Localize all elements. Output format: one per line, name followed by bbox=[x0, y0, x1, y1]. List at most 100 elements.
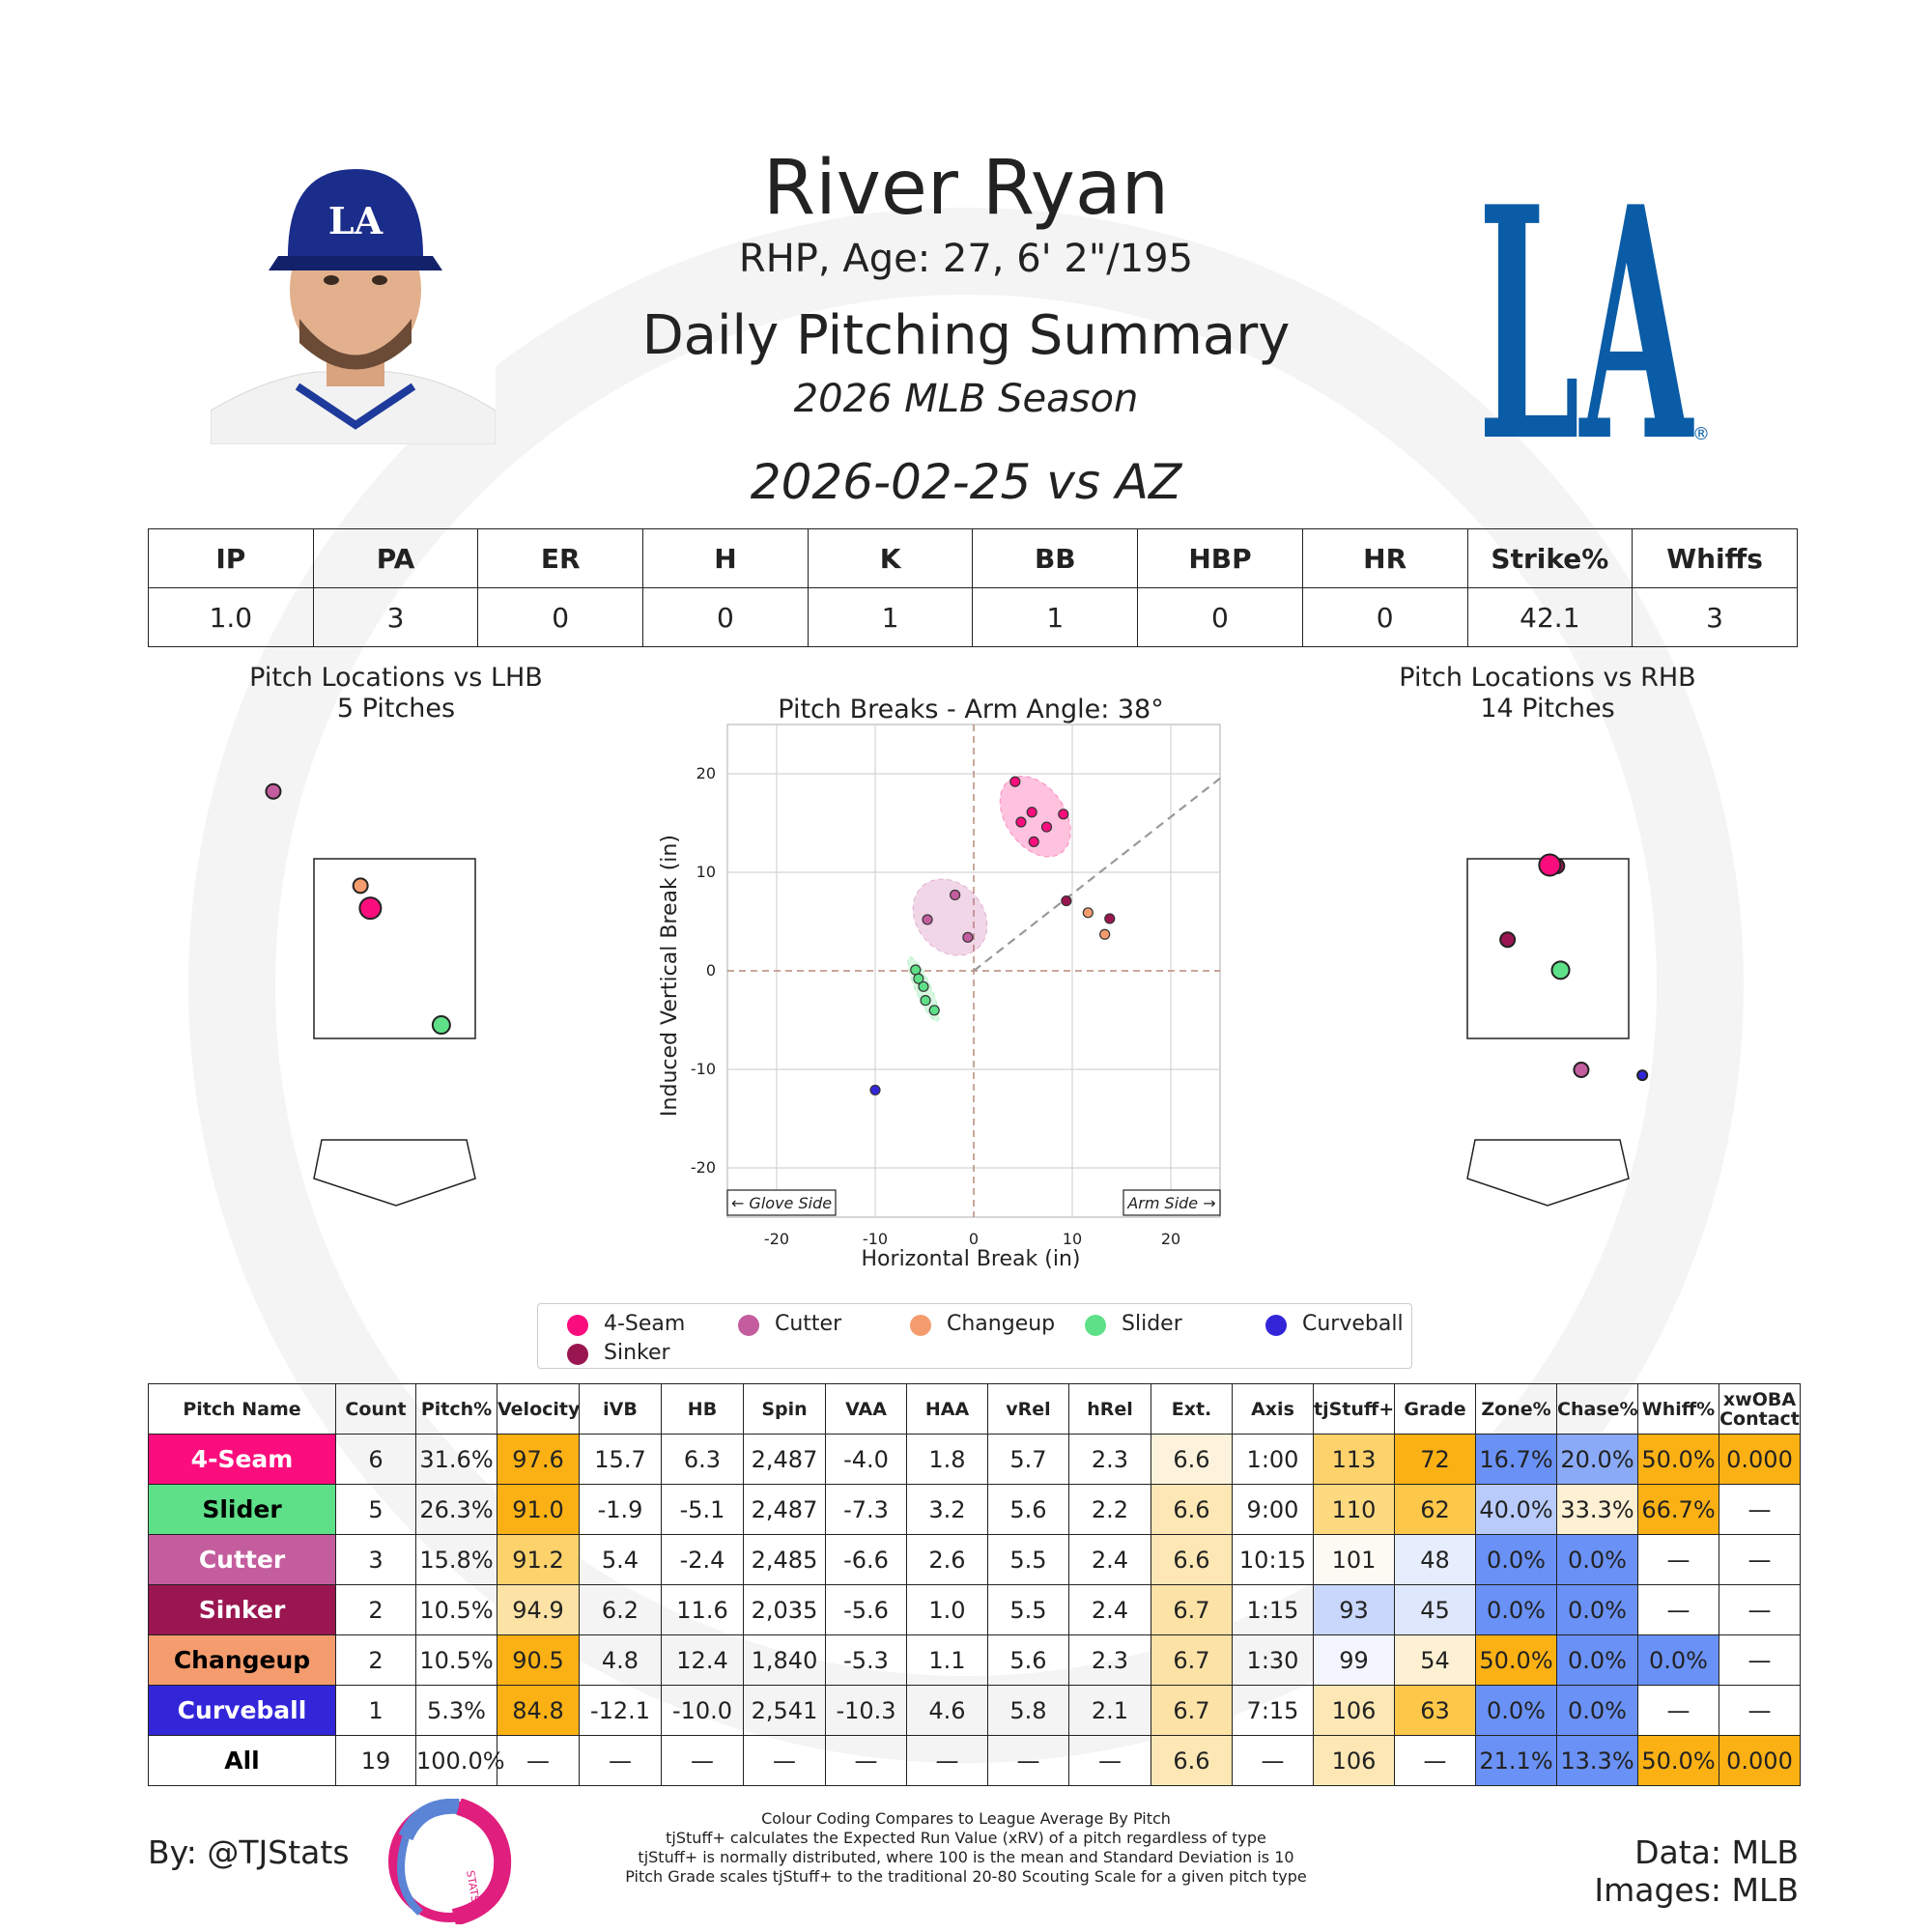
rhb-panel-title: Pitch Locations vs RHB bbox=[1399, 663, 1695, 693]
pitch-table-cell: 6.6 bbox=[1151, 1534, 1233, 1585]
rhb-location-panel: Pitch Locations vs RHB 14 Pitches bbox=[1399, 663, 1696, 1207]
break-point-slider bbox=[913, 973, 924, 984]
line-stat-header: Strike% bbox=[1466, 528, 1634, 588]
pitch-table-cell: 6.7 bbox=[1151, 1685, 1233, 1736]
pitch-table-cell: 10:15 bbox=[1232, 1534, 1314, 1585]
pitch-table-cell: 6.6 bbox=[1151, 1735, 1233, 1786]
legend-label: Sinker bbox=[604, 1341, 670, 1365]
pitch-table-header: Ext. bbox=[1151, 1383, 1233, 1435]
pitch-table-cell: 106 bbox=[1313, 1685, 1395, 1736]
pitch-table-cell: 2,487 bbox=[743, 1434, 826, 1485]
location-dot-4-seam bbox=[1538, 853, 1562, 877]
pitch-table-header: VAA bbox=[825, 1383, 907, 1435]
images-source: Images: MLB bbox=[1594, 1871, 1799, 1909]
y-tick-label: 20 bbox=[696, 764, 716, 782]
y-tick-label: 0 bbox=[706, 961, 716, 980]
pitch-table-cell: 101 bbox=[1313, 1534, 1395, 1585]
svg-text:STATS: STATS bbox=[464, 1869, 482, 1903]
footer-note: Pitch Grade scales tjStuff+ to the tradi… bbox=[625, 1867, 1307, 1886]
arm-angle-line bbox=[973, 777, 1221, 972]
pitch-name-cell: 4-Seam bbox=[148, 1434, 336, 1485]
location-dot-cutter bbox=[1573, 1062, 1590, 1079]
pitch-table-cell: 15.7 bbox=[579, 1434, 662, 1485]
pitch-table-cell: 3 bbox=[335, 1534, 416, 1585]
pitch-table-cell: 5.8 bbox=[987, 1685, 1069, 1736]
table-row: Slider 5 26.3% 91.0 -1.9 -5.1 2,487 -7.3 3.2 5.6 2… bbox=[148, 1484, 1801, 1535]
pitch-table-cell: 0.0% bbox=[1475, 1584, 1557, 1635]
pitch-metrics-table: Pitch Name Count Pitch% Velocity iVB HB Spin VA… bbox=[148, 1383, 1801, 1786]
pitch-table-cell: 6.7 bbox=[1151, 1634, 1233, 1686]
break-point-cutter bbox=[922, 914, 933, 925]
legend-marker-sinker bbox=[567, 1344, 588, 1365]
pitch-table-cell: 99 bbox=[1313, 1634, 1395, 1686]
pitch-table-cell: 48 bbox=[1394, 1534, 1476, 1585]
pitch-table-cell: 6.3 bbox=[661, 1434, 744, 1485]
pitch-name-cell: All bbox=[148, 1735, 336, 1786]
pitch-table-cell: 5.4 bbox=[579, 1534, 662, 1585]
pitch-table-cell: 0.0% bbox=[1637, 1634, 1719, 1686]
lhb-location-panel: Pitch Locations vs LHB 5 Pitches bbox=[249, 663, 543, 1207]
legend-label: Curveball bbox=[1302, 1312, 1404, 1336]
line-stat-header: K bbox=[807, 528, 974, 588]
pitch-table-header: hRel bbox=[1068, 1383, 1151, 1435]
pitch-table-cell: 2 bbox=[335, 1634, 416, 1686]
pitch-table-cell: 0.0% bbox=[1556, 1685, 1638, 1736]
pitch-table-cell: 1.0 bbox=[906, 1584, 988, 1635]
pitch-table-header: HAA bbox=[906, 1383, 988, 1435]
pitch-table-cell: 2,541 bbox=[743, 1685, 826, 1736]
svg-text:LA: LA bbox=[328, 199, 384, 242]
pitch-table-header: Spin bbox=[743, 1383, 826, 1435]
pitch-table-cell: — bbox=[1068, 1735, 1151, 1786]
break-cluster-4-seam bbox=[999, 775, 1071, 858]
pitch-table-cell: 0.000 bbox=[1719, 1735, 1801, 1786]
pitch-table-cell: 3.2 bbox=[906, 1484, 988, 1535]
pitch-table-cell: 10.5% bbox=[415, 1584, 497, 1635]
pitch-table-cell: 2.3 bbox=[1068, 1634, 1151, 1686]
pitch-table-cell: 93 bbox=[1313, 1584, 1395, 1635]
pitch-break-chart: Pitch Breaks - Arm Angle: 38° -20 -10 0 10 2… bbox=[658, 695, 1221, 1271]
pitch-table-cell: 5.5 bbox=[987, 1584, 1069, 1635]
svg-text:LA: LA bbox=[1478, 155, 1695, 444]
pitch-table-cell: 5 bbox=[335, 1484, 416, 1535]
break-point-cutter bbox=[950, 889, 961, 901]
player-info: RHP, Age: 27, 6' 2"/195 bbox=[738, 237, 1194, 281]
rhb-home-plate bbox=[1466, 1139, 1630, 1207]
location-dot-sinker bbox=[1499, 931, 1517, 949]
pitch-table-header: Pitch% bbox=[415, 1383, 497, 1435]
pitch-table-cell: — bbox=[1719, 1584, 1801, 1635]
pitch-table-cell: — bbox=[1637, 1685, 1719, 1736]
pitch-legend: 4-Seam Cutter Changeup Slider Curveball Sinke… bbox=[537, 1303, 1412, 1369]
pitch-name-cell: Sinker bbox=[148, 1584, 336, 1635]
pitch-table-cell: -10.3 bbox=[825, 1685, 907, 1736]
line-stat-header: IP bbox=[148, 528, 314, 588]
pitch-table-header: Axis bbox=[1232, 1383, 1314, 1435]
line-stat-header: HBP bbox=[1137, 528, 1303, 588]
pitch-table-cell: 6.7 bbox=[1151, 1584, 1233, 1635]
break-point-sinker bbox=[1061, 895, 1072, 907]
pitch-table-header: iVB bbox=[579, 1383, 662, 1435]
svg-text:Arm Side →: Arm Side → bbox=[1126, 1194, 1215, 1212]
y-tick-label: 10 bbox=[696, 863, 716, 881]
line-stat-value: 0 bbox=[1301, 587, 1468, 647]
break-point-4-seam bbox=[1026, 807, 1037, 818]
table-row: Changeup 2 10.5% 90.5 4.8 12.4 1,840 -5.3 1.1 5.6… bbox=[148, 1634, 1801, 1686]
pitch-table-header: Whiff% bbox=[1637, 1383, 1719, 1435]
line-stat-header: HR bbox=[1301, 528, 1468, 588]
pitch-table-cell: 90.5 bbox=[497, 1634, 580, 1686]
pitch-table-cell: 21.1% bbox=[1475, 1735, 1557, 1786]
pitch-table-cell: 26.3% bbox=[415, 1484, 497, 1535]
line-stat-value: 0 bbox=[1137, 587, 1303, 647]
pitch-table-cell: 6.6 bbox=[1151, 1434, 1233, 1485]
pitch-table-cell: 16.7% bbox=[1475, 1434, 1557, 1485]
legend-marker-cutter bbox=[738, 1315, 759, 1336]
pitch-table-cell: -12.1 bbox=[579, 1685, 662, 1736]
legend-label: 4-Seam bbox=[604, 1312, 686, 1336]
pitch-table-cell: 4.8 bbox=[579, 1634, 662, 1686]
season-label: 2026 MLB Season bbox=[793, 377, 1139, 421]
player-headshot: LA bbox=[211, 164, 496, 444]
pitch-table-cell: 84.8 bbox=[497, 1685, 580, 1736]
pitch-table-cell: -1.9 bbox=[579, 1484, 662, 1535]
pitch-table-cell: 106 bbox=[1313, 1735, 1395, 1786]
pitch-table-cell: 91.0 bbox=[497, 1484, 580, 1535]
pitch-table-cell: 5.6 bbox=[987, 1484, 1069, 1535]
